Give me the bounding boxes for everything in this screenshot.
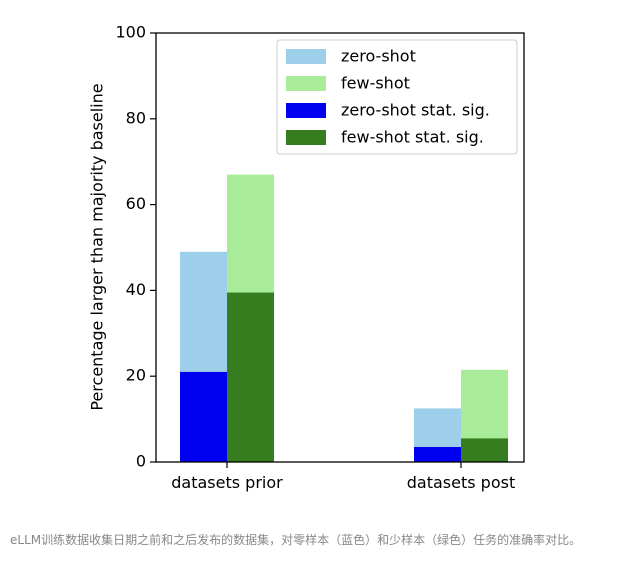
legend-swatch	[286, 130, 326, 145]
figure-caption: eLLM训练数据收集日期之前和之后发布的数据集，对零样本（蓝色）和少样本（绿色）…	[10, 533, 582, 547]
plot-frame	[155, 32, 525, 463]
bar-few-shot-stat-sig	[227, 292, 274, 462]
legend-frame	[276, 39, 518, 155]
y-tick-label: 100	[115, 23, 146, 42]
y-tick-label: 80	[126, 108, 146, 127]
y-tick-label: 0	[136, 452, 146, 471]
x-tick-label: datasets post	[407, 473, 515, 492]
bar-few-shot-stat-sig	[461, 438, 508, 462]
y-tick-label: 40	[126, 280, 146, 299]
x-tick-label: datasets prior	[171, 473, 283, 492]
legend-label: zero-shot	[341, 47, 416, 66]
legend-label: few-shot	[341, 74, 410, 93]
bar-zero-shot-stat-sig	[180, 371, 227, 462]
bar-chart: 0 20 40 60 80 100 datasets prior datasets post…	[88, 23, 525, 492]
x-axis: datasets prior datasets post	[171, 462, 515, 492]
bars-layer	[180, 174, 508, 462]
y-axis: 0 20 40 60 80 100	[115, 23, 156, 471]
y-tick-label: 60	[126, 194, 146, 213]
bar-zero-shot-stat-sig	[414, 446, 461, 462]
legend: zero-shot few-shot zero-shot stat. sig. few…	[276, 39, 518, 155]
legend-swatch	[286, 49, 326, 64]
y-tick-label: 20	[126, 366, 146, 385]
legend-swatch	[286, 76, 326, 91]
y-axis-label: Percentage larger than majority baseline	[88, 83, 107, 410]
legend-swatch	[286, 103, 326, 118]
legend-label: zero-shot stat. sig.	[341, 101, 490, 120]
legend-label: few-shot stat. sig.	[341, 128, 484, 147]
